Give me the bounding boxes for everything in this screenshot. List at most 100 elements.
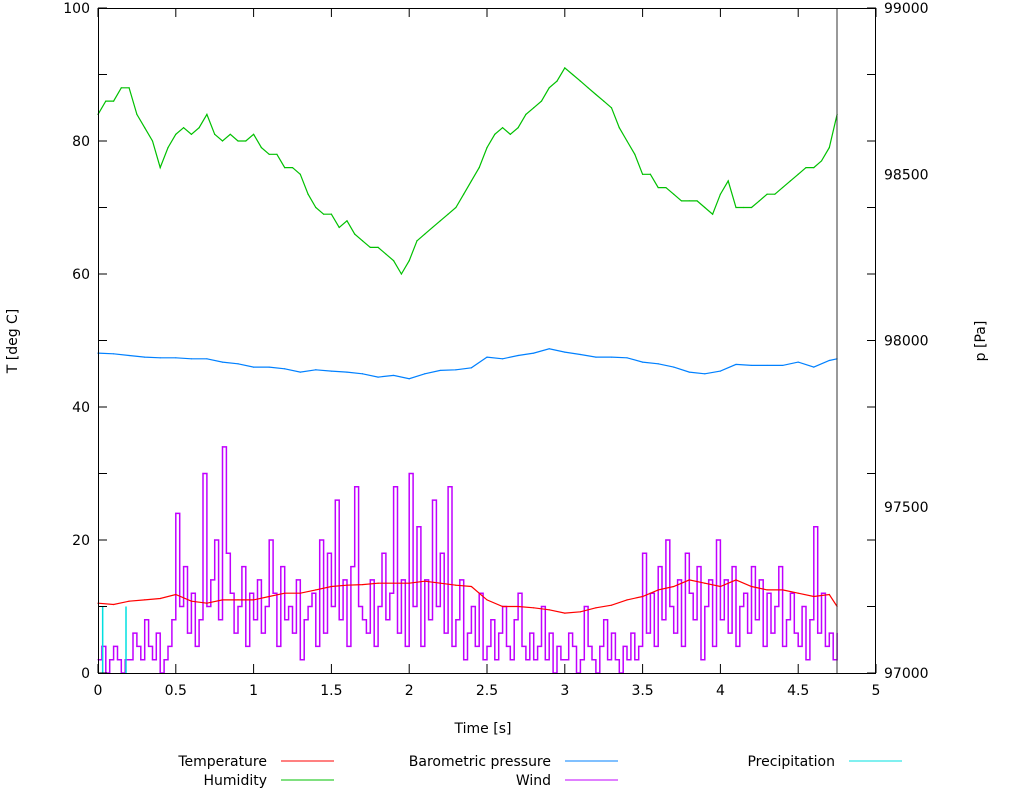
wind-point xyxy=(280,566,282,568)
wind-point xyxy=(498,632,500,634)
temperature-point xyxy=(361,583,364,586)
barometric-pressure-point xyxy=(361,373,364,375)
temperature-point xyxy=(424,580,426,582)
humidity-point xyxy=(750,206,753,209)
y2-axis-label: p [Pa] xyxy=(973,321,989,362)
temperature-point xyxy=(455,584,457,586)
temperature-point xyxy=(206,602,208,604)
wind-point xyxy=(455,619,457,621)
humidity-point xyxy=(719,193,722,195)
barometric-pressure-point xyxy=(455,369,457,371)
wind-point xyxy=(727,632,729,634)
humidity-point xyxy=(330,213,332,215)
humidity-point xyxy=(680,200,683,202)
humidity-point xyxy=(354,233,356,235)
wind-point xyxy=(334,499,336,501)
humidity-point xyxy=(782,186,784,189)
y-tick-label: 0 xyxy=(81,666,90,682)
wind-point xyxy=(163,659,165,661)
wind-point xyxy=(431,499,434,501)
humidity-point xyxy=(618,127,620,129)
x-axis-label: Time [s] xyxy=(454,721,512,737)
wind-point xyxy=(630,632,632,634)
wind-point xyxy=(677,579,679,581)
wind-point xyxy=(408,472,410,475)
temperature-point xyxy=(221,599,224,601)
wind-point xyxy=(750,566,753,568)
legend: Temperature Humidity Barometric pressure Wi… xyxy=(177,754,902,789)
humidity-point xyxy=(369,246,371,248)
y-tick-label: 100 xyxy=(63,1,90,17)
wind-point xyxy=(155,632,157,634)
wind-point xyxy=(638,645,640,648)
barometric-pressure-point xyxy=(206,358,208,360)
barometric-pressure-point xyxy=(424,373,426,375)
temperature-point xyxy=(704,582,706,584)
wind-point xyxy=(291,632,294,634)
y-axis-label: T [deg C] xyxy=(5,309,21,375)
wind-point xyxy=(202,472,204,475)
wind-point xyxy=(513,619,515,621)
wind-point xyxy=(754,619,757,621)
x-tick-label: 0.5 xyxy=(165,683,187,699)
barometric-pressure-point xyxy=(377,376,379,378)
temperature-point xyxy=(253,599,255,601)
temperature-point xyxy=(564,612,566,614)
barometric-pressure-point xyxy=(408,378,410,380)
humidity-point xyxy=(665,186,667,189)
humidity-point xyxy=(221,140,224,142)
temperature-point xyxy=(144,599,146,601)
wind-point xyxy=(288,605,290,608)
temperature-point xyxy=(284,592,286,594)
wind-point xyxy=(109,659,111,661)
wind-point xyxy=(684,552,686,554)
wind-point xyxy=(560,659,562,661)
temperature-point xyxy=(330,585,332,588)
wind-point xyxy=(198,619,200,621)
wind-point xyxy=(642,552,644,554)
wind-point xyxy=(330,605,332,608)
wind-point xyxy=(587,645,589,648)
wind-point xyxy=(299,659,301,661)
humidity-point xyxy=(214,133,216,135)
wind-point xyxy=(669,605,671,608)
humidity-point xyxy=(136,113,138,115)
barometric-pressure-point xyxy=(797,361,799,363)
wind-point xyxy=(424,579,426,581)
wind-point xyxy=(657,566,659,568)
humidity-point xyxy=(564,67,566,69)
y2-tick-label: 98000 xyxy=(884,334,929,350)
wind-point xyxy=(509,659,511,661)
wind-point xyxy=(385,619,387,621)
humidity-point xyxy=(260,147,262,149)
wind-point xyxy=(665,539,667,541)
barometric-pressure-point xyxy=(268,366,270,368)
y-tick-label: 80 xyxy=(72,134,90,150)
wind-point xyxy=(723,579,725,581)
x-tick-label: 3.5 xyxy=(631,683,653,699)
x-tick-label: 4.5 xyxy=(787,683,809,699)
temperature-point xyxy=(175,593,177,596)
humidity-point xyxy=(151,140,154,142)
wind-point xyxy=(217,619,220,621)
barometric-pressure-point xyxy=(813,366,815,368)
wind-point xyxy=(311,592,313,594)
wind-point xyxy=(276,645,278,648)
y2-tick-label: 99000 xyxy=(884,1,929,17)
barometric-pressure-point xyxy=(657,363,659,365)
wind-point xyxy=(260,632,262,634)
humidity-point xyxy=(245,140,247,142)
wind-point xyxy=(295,579,297,581)
humidity-point xyxy=(642,173,644,175)
humidity-point xyxy=(175,133,177,135)
barometric-pressure-point xyxy=(315,369,317,371)
barometric-pressure-point xyxy=(253,366,255,368)
temperature-point xyxy=(346,584,348,586)
wind-point xyxy=(112,645,115,648)
humidity-point xyxy=(673,193,675,195)
barometric-pressure-point xyxy=(704,373,706,375)
wind-point xyxy=(809,619,811,621)
temperature-point xyxy=(408,582,410,584)
wind-point xyxy=(463,659,465,661)
wind-point xyxy=(245,645,247,648)
